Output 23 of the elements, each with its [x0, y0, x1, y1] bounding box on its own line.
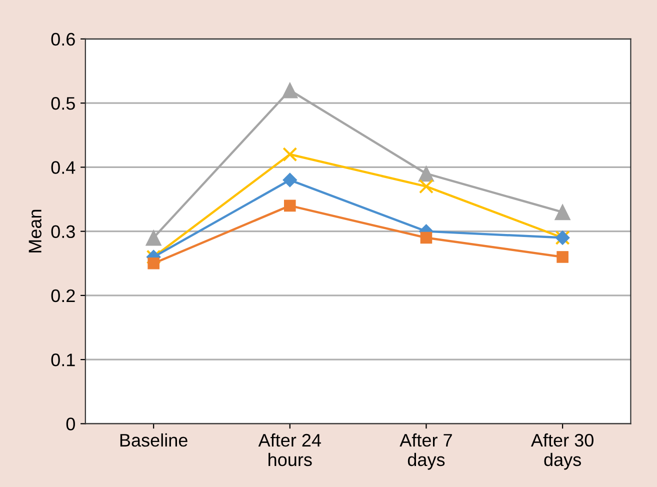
point — [282, 82, 298, 98]
y-axis-title: Mean — [28, 210, 42, 252]
point — [418, 166, 434, 182]
y-tick-label: 0.5 — [51, 97, 75, 110]
point — [282, 172, 298, 188]
x-tick-label: After 7 days — [400, 433, 452, 470]
y-tick-label: 0.1 — [51, 354, 75, 366]
y-tick-label: 0.3 — [51, 225, 75, 238]
point — [554, 204, 571, 220]
point — [420, 232, 432, 244]
point — [418, 179, 434, 194]
point — [148, 257, 160, 270]
point — [146, 230, 162, 246]
x-tick-label: Baseline — [120, 433, 188, 447]
y-tick-label: 0 — [66, 418, 75, 430]
y-tick-label: 0.2 — [51, 289, 75, 302]
x-tick-label: After 24 hours — [258, 433, 321, 466]
x-tick-label: After 30 days — [530, 433, 594, 470]
y-tick-label: 0.6 — [51, 32, 75, 46]
point — [556, 251, 568, 263]
point — [282, 147, 298, 162]
y-tick-label: 0.4 — [51, 161, 76, 174]
point — [284, 200, 296, 212]
